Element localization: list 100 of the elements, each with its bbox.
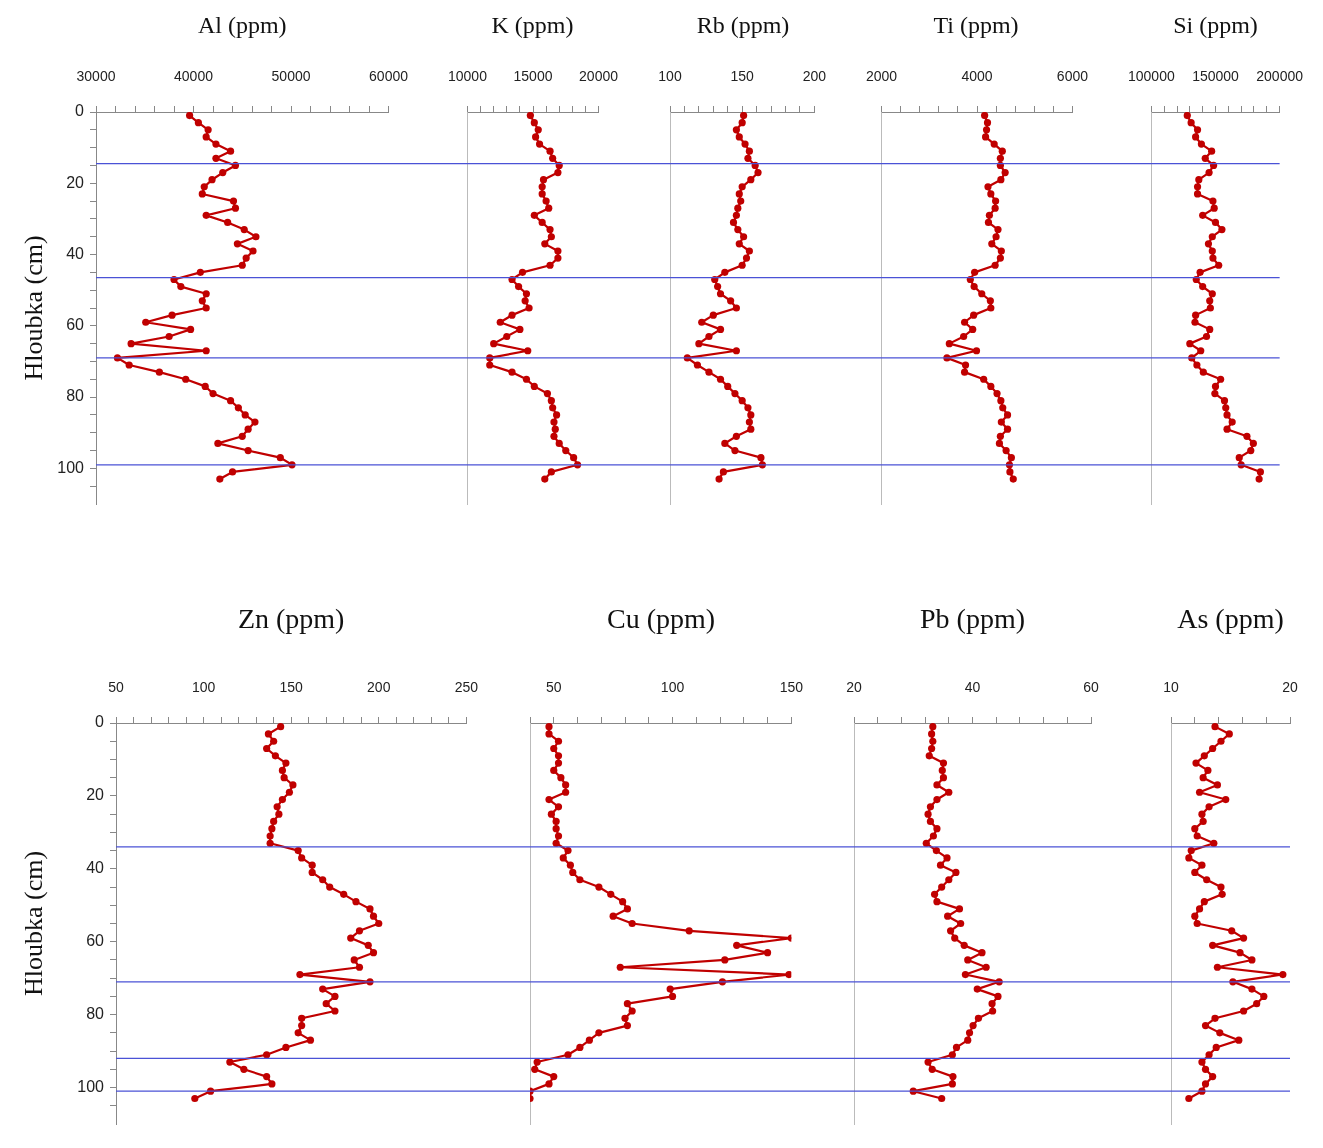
x-tick-label: 50 [108,679,124,696]
point [685,927,693,935]
chart-title: As (ppm) [1177,603,1284,635]
point [1247,446,1255,455]
point [566,861,574,869]
point [994,226,1002,234]
point [1195,905,1204,913]
point [364,941,372,949]
point [945,876,953,884]
point [1243,432,1251,440]
point [552,817,560,826]
point [960,368,969,376]
point [534,126,542,134]
point [1205,803,1213,811]
point [202,211,210,219]
point [742,254,751,262]
point [978,290,986,298]
x-tick-label: 200 [802,68,827,85]
point [929,723,937,731]
point [1191,868,1199,877]
point [1222,404,1230,412]
point [550,432,558,440]
point [1185,1094,1193,1103]
x-tick-label: 2000 [865,68,898,85]
point [1187,119,1195,127]
point [969,1021,977,1030]
point [1222,795,1230,804]
point [555,439,563,448]
point [595,883,603,891]
point [1217,737,1225,745]
point [929,737,937,745]
point [595,1029,603,1037]
point [1212,1043,1220,1052]
point [716,375,725,383]
point [933,795,941,804]
point [278,766,286,774]
point [939,759,948,767]
point [741,140,749,148]
y-tick-label: 0 [95,713,105,731]
point [705,368,713,376]
point [294,1029,302,1037]
point [570,454,578,462]
x-tick-label: 6000 [1056,68,1089,85]
point [554,803,563,811]
x-tick-label: 200000 [1256,68,1304,85]
point [1211,723,1219,731]
point [1191,318,1199,326]
point [273,803,281,811]
point [306,1036,315,1044]
point [732,347,740,355]
point [939,774,948,782]
point [535,140,544,148]
point [1223,425,1231,433]
point [924,810,932,818]
point [1205,168,1213,177]
point [554,247,562,255]
point [191,1094,199,1103]
point [1228,418,1236,426]
point [1198,861,1206,869]
point [623,1000,631,1008]
x-tick-label: 20 [1282,679,1298,696]
point [936,861,945,869]
point [974,1014,983,1022]
point [757,454,765,462]
point [546,226,554,234]
point [1199,368,1207,376]
point [298,1014,306,1022]
point [554,737,563,745]
point [988,1000,996,1008]
point [549,154,557,162]
x-tick-label: 4000 [961,68,993,85]
point [926,817,935,826]
point [996,254,1004,262]
point [240,226,248,234]
chart-title: Zn (ppm) [237,603,345,635]
x-tick-label: 50 [545,679,562,696]
point [194,119,202,127]
point [1193,832,1201,840]
point [308,861,316,869]
x-tick-label: 60000 [369,68,409,85]
point [319,985,327,993]
point [1183,112,1191,120]
point [693,361,702,369]
point [928,730,936,738]
point [165,332,173,341]
point [554,832,563,840]
point [532,133,540,141]
point [623,1021,631,1030]
point [545,730,553,738]
point [1191,912,1199,920]
point [1204,240,1213,248]
point [244,425,252,433]
point [266,832,274,840]
y-tick-label: 0 [75,102,85,120]
point [747,411,755,419]
point [545,795,553,804]
point [998,147,1006,155]
point [945,340,953,348]
point [1260,992,1268,1001]
point [1193,919,1201,928]
